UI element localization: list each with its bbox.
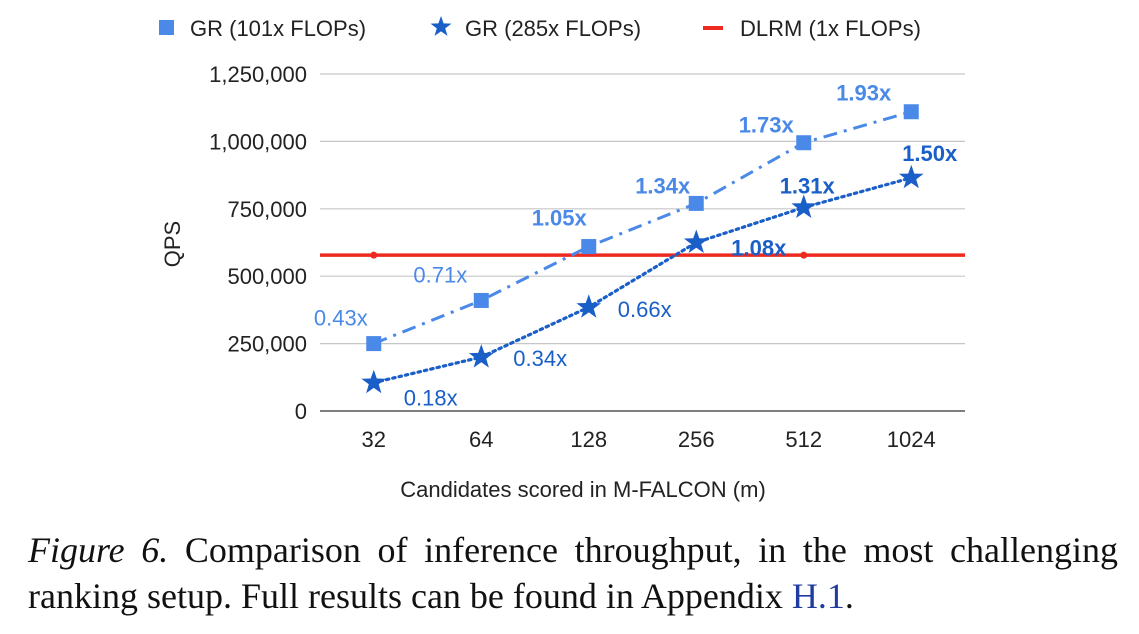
- x-axis-title: Candidates scored in M-FALCON (m): [400, 477, 766, 502]
- data-label-gr-101x: 0.71x: [413, 262, 467, 287]
- point-gr-285x: [683, 229, 709, 253]
- x-tick-label: 512: [785, 427, 822, 452]
- x-tick-label: 32: [362, 427, 386, 452]
- qps-line-chart: GR (101x FLOPs) GR (285x FLOPs) DLRM (1x F…: [159, 16, 965, 502]
- legend-label-gr-285x: GR (285x FLOPs): [465, 16, 641, 41]
- data-label-gr-285x: 1.08x: [731, 236, 787, 261]
- data-label-gr-285x: 0.18x: [404, 386, 458, 411]
- y-tick-label: 1,000,000: [209, 129, 307, 154]
- data-label-gr-285x: 0.34x: [513, 346, 567, 371]
- data-label-gr-101x: 0.43x: [314, 306, 368, 331]
- point-gr-101x: [796, 135, 812, 151]
- legend-star-icon: [430, 16, 452, 36]
- point-gr-285x: [898, 164, 924, 189]
- gridlines: [320, 73, 965, 412]
- x-tick-label: 64: [469, 427, 493, 452]
- series-markers: [361, 104, 924, 394]
- y-tick-label: 0: [295, 399, 307, 424]
- figure-label: Figure 6.: [28, 530, 169, 570]
- data-label-gr-101x: 1.05x: [532, 206, 588, 231]
- x-axis: 32 64 128 256 512 1024: [362, 427, 936, 452]
- series-lines: [320, 110, 965, 385]
- x-tick-label: 256: [678, 427, 715, 452]
- data-label-gr-285x: 1.31x: [780, 173, 836, 198]
- legend-label-dlrm: DLRM (1x FLOPs): [740, 16, 921, 41]
- appendix-link[interactable]: H.1: [791, 576, 845, 616]
- x-tick-label: 128: [570, 427, 607, 452]
- series-line-gr-101x: [373, 110, 912, 345]
- point-gr-101x: [366, 336, 382, 352]
- legend-square-icon: [159, 20, 174, 35]
- data-labels: 0.43x 0.71x 1.05x 1.34x 1.73x 1.93x 0.18x 0.34x…: [314, 81, 958, 411]
- data-label-gr-285x: 0.66x: [618, 297, 672, 322]
- data-label-gr-101x: 1.73x: [739, 113, 795, 138]
- y-tick-label: 250,000: [227, 332, 307, 357]
- point-gr-101x: [581, 239, 597, 255]
- data-label-gr-101x: 1.34x: [635, 173, 691, 198]
- point-gr-285x: [468, 344, 494, 368]
- point-gr-285x: [361, 369, 387, 394]
- point-gr-101x: [688, 195, 704, 211]
- legend-label-gr-101x: GR (101x FLOPs): [190, 16, 366, 41]
- data-label-gr-285x: 1.50x: [902, 141, 958, 166]
- point-gr-101x: [903, 104, 919, 120]
- caption-end: .: [844, 576, 854, 616]
- series-line-gr-285x: [372, 176, 913, 385]
- y-tick-label: 500,000: [227, 264, 307, 289]
- data-label-gr-101x: 1.93x: [836, 81, 892, 106]
- point-dlrm: [370, 251, 378, 259]
- y-axis: 0 250,000 500,000 750,000 1,000,000 1,250,000: [209, 62, 307, 424]
- point-gr-285x: [791, 194, 817, 218]
- y-axis-title: QPS: [160, 221, 185, 267]
- x-tick-label: 1024: [887, 427, 936, 452]
- point-gr-101x: [473, 292, 489, 308]
- y-tick-label: 750,000: [227, 197, 307, 222]
- point-gr-285x: [576, 294, 602, 318]
- legend: GR (101x FLOPs) GR (285x FLOPs) DLRM (1x F…: [159, 16, 921, 41]
- caption-text: Comparison of inference throughput, in t…: [28, 530, 1118, 616]
- figure-caption: Figure 6. Comparison of inference throug…: [28, 527, 1118, 619]
- point-dlrm: [800, 251, 808, 259]
- y-tick-label: 1,250,000: [209, 62, 307, 87]
